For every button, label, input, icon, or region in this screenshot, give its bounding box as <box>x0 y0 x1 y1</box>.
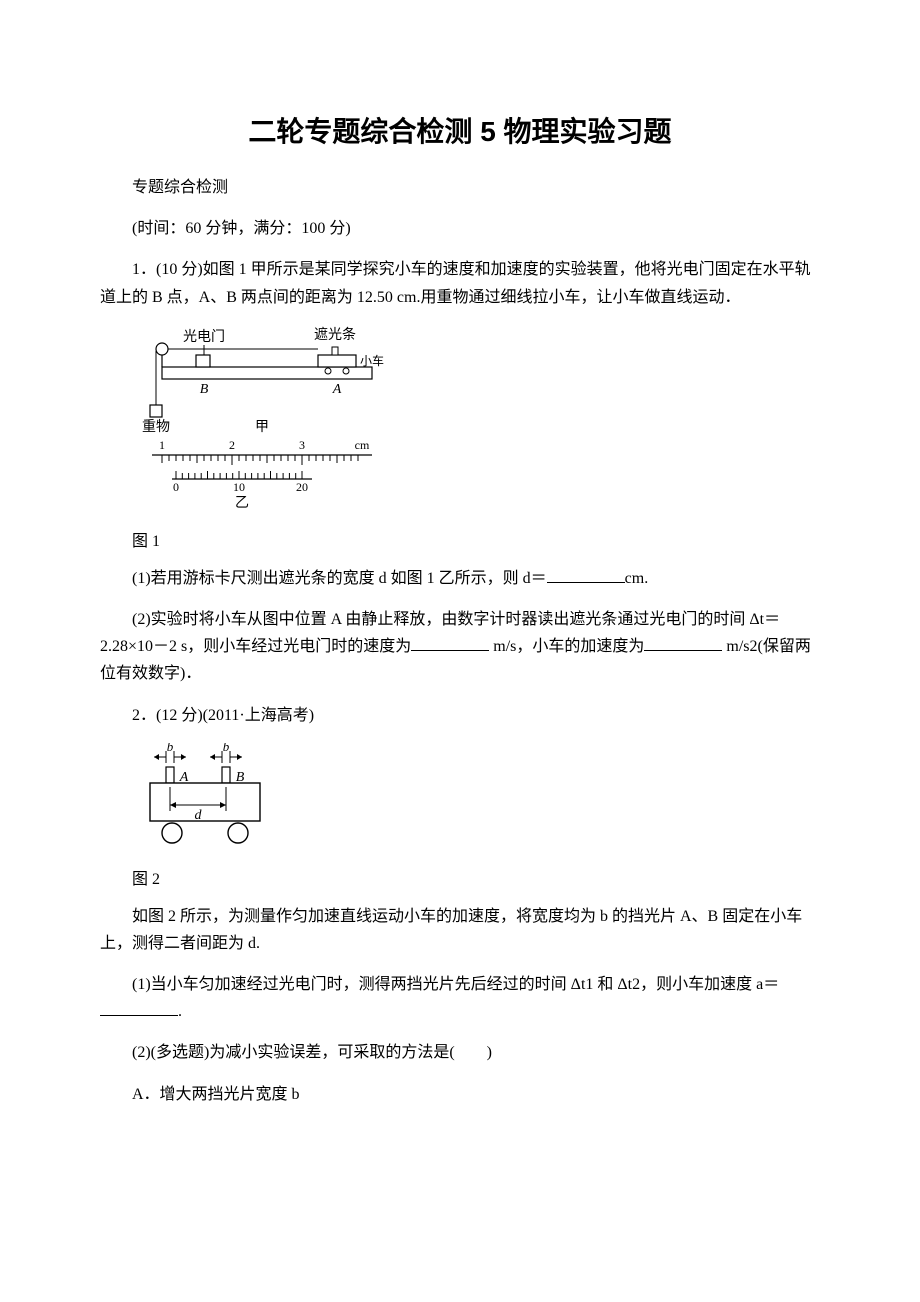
svg-text:b: b <box>223 743 230 754</box>
q2-p2-text-b: . <box>178 1003 182 1020</box>
blank-d <box>547 568 625 583</box>
weight-label: 重物 <box>142 419 170 435</box>
b-point: B <box>200 382 209 397</box>
q1-part1: (1)若用游标卡尺测出遮光条的宽度 d 如图 1 乙所示，则 d＝ cm. <box>100 565 820 592</box>
yi-label: 乙 <box>235 495 249 511</box>
ab-cart-svg: b b A B d <box>132 743 282 853</box>
svg-text:20: 20 <box>296 480 308 494</box>
q1-p1-text-b: cm. <box>625 570 649 587</box>
svg-text:3: 3 <box>299 438 305 452</box>
q2-p2-text-a: (1)当小车匀加速经过光电门时，测得两挡光片先后经过的时间 Δt1 和 Δt2，… <box>132 976 779 993</box>
gate-label: 光电门 <box>183 329 225 345</box>
figure-1-caption: 图 1 <box>132 527 820 551</box>
cart-label: 小车 <box>360 353 384 368</box>
ruler-svg: 1 2 3 cm 0 10 20 乙 <box>132 435 392 515</box>
blank-accel <box>100 999 178 1016</box>
strip-label: 遮光条 <box>314 326 356 343</box>
svg-text:b: b <box>167 743 174 754</box>
blank-a <box>644 634 722 651</box>
jia-label: 甲 <box>255 420 269 435</box>
q2-desc: 如图 2 所示，为测量作匀加速直线运动小车的加速度，将宽度均为 b 的挡光片 A… <box>100 903 820 957</box>
figure-2: b b A B d <box>132 743 820 853</box>
time-line: (时间：60 分钟，满分：100 分) <box>100 215 820 242</box>
q1-p1-text-a: (1)若用游标卡尺测出遮光条的宽度 d 如图 1 乙所示，则 d＝ <box>132 570 547 587</box>
q1-p2-text-b: m/s，小车的加速度为 <box>489 638 644 655</box>
document-title: 二轮专题综合检测 5 物理实验习题 <box>100 110 820 150</box>
svg-text:2: 2 <box>229 438 235 452</box>
q2-option-a: A．增大两挡光片宽度 b <box>100 1081 820 1108</box>
q2-intro: 2．(12 分)(2011·上海高考) <box>100 702 820 729</box>
blank-v <box>411 634 489 651</box>
header-line: 专题综合检测 <box>100 174 820 201</box>
apparatus-svg: 重物 光电门 B 遮光条 小车 A 甲 <box>132 325 392 435</box>
figure-2-caption: 图 2 <box>132 865 820 889</box>
a-point: A <box>332 382 342 397</box>
svg-text:d: d <box>195 808 203 823</box>
q1-part2: (2)实验时将小车从图中位置 A 由静止释放，由数字计时器读出遮光条通过光电门的… <box>100 606 820 688</box>
svg-text:10: 10 <box>233 480 245 494</box>
svg-text:cm: cm <box>355 438 370 452</box>
q1-intro: 1．(10 分)如图 1 甲所示是某同学探究小车的速度和加速度的实验装置，他将光… <box>100 256 820 310</box>
page: 二轮专题综合检测 5 物理实验习题 专题综合检测 (时间：60 分钟，满分：10… <box>0 0 920 1182</box>
svg-text:1: 1 <box>159 438 165 452</box>
svg-text:0: 0 <box>173 480 179 494</box>
figure-1-apparatus: 重物 光电门 B 遮光条 小车 A 甲 <box>132 325 820 515</box>
q2-part1: (1)当小车匀加速经过光电门时，测得两挡光片先后经过的时间 Δt1 和 Δt2，… <box>100 971 820 1025</box>
q2-part2: (2)(多选题)为减小实验误差，可采取的方法是( ) <box>100 1039 820 1066</box>
